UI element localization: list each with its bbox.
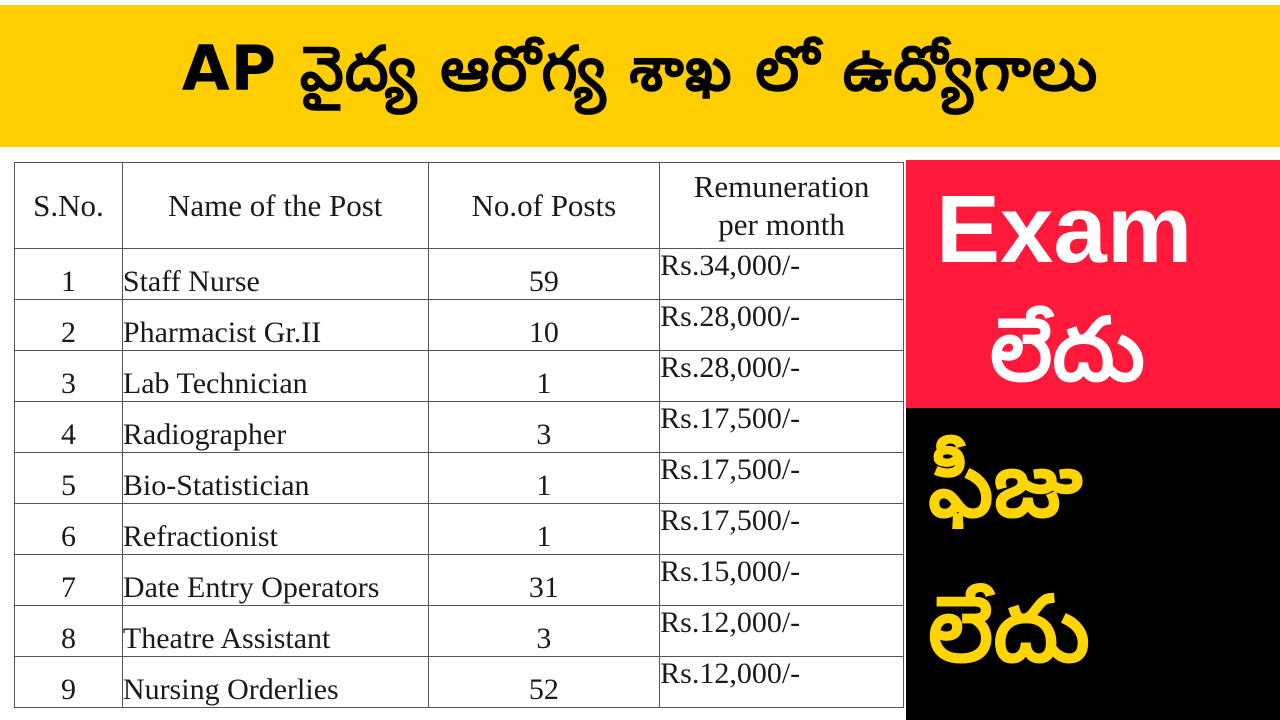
cell-remuneration: Rs.28,000/- — [659, 299, 904, 351]
cell-remuneration: Rs.15,000/- — [659, 554, 904, 606]
header-no-of-posts: No.of Posts — [427, 162, 661, 249]
cell-sno: 9 — [14, 656, 123, 708]
cell-post-name: Staff Nurse — [121, 248, 429, 300]
banner-title: AP వైద్య ఆరోగ్య శాఖ లో ఉద్యోగాలు — [181, 32, 1099, 105]
exam-panel — [906, 160, 1280, 408]
cell-no-of-posts: 1 — [427, 350, 661, 402]
cell-post-name: Radiographer — [121, 401, 429, 453]
header-remuneration-line2: per month — [718, 206, 845, 242]
cell-no-of-posts: 1 — [427, 452, 661, 504]
table-row: 8 Theatre Assistant 3 Rs.12,000/- — [14, 605, 904, 657]
cell-post-name: Pharmacist Gr.II — [121, 299, 429, 351]
cell-post-name: Refractionist — [121, 503, 429, 555]
cell-post-name: Theatre Assistant — [121, 605, 429, 657]
cell-sno: 7 — [14, 554, 123, 606]
cell-remuneration: Rs.17,500/- — [659, 503, 904, 555]
header-remuneration: Remuneration per month — [659, 162, 904, 249]
title-banner-bar: AP వైద్య ఆరోగ్య శాఖ లో ఉద్యోగాలు — [0, 5, 1280, 147]
cell-remuneration: Rs.12,000/- — [659, 605, 904, 657]
exam-label: Exam — [936, 176, 1193, 283]
table-row: 7 Date Entry Operators 31 Rs.15,000/- — [14, 554, 904, 606]
cell-no-of-posts: 52 — [427, 656, 661, 708]
cell-remuneration: Rs.34,000/- — [659, 248, 904, 300]
header-post-name: Name of the Post — [121, 162, 429, 249]
cell-sno: 2 — [14, 299, 123, 351]
cell-sno: 8 — [14, 605, 123, 657]
table-row: 9 Nursing Orderlies 52 Rs.12,000/- — [14, 656, 904, 708]
fee-panel — [906, 408, 1280, 720]
cell-no-of-posts: 31 — [427, 554, 661, 606]
cell-post-name: Lab Technician — [121, 350, 429, 402]
table-row: 3 Lab Technician 1 Rs.28,000/- — [14, 350, 904, 402]
table-header-row: S.No. Name of the Post No.of Posts Remun… — [14, 162, 904, 249]
cell-remuneration: Rs.12,000/- — [659, 656, 904, 708]
cell-no-of-posts: 3 — [427, 401, 661, 453]
cell-no-of-posts: 1 — [427, 503, 661, 555]
cell-sno: 1 — [14, 248, 123, 300]
cell-sno: 6 — [14, 503, 123, 555]
cell-sno: 5 — [14, 452, 123, 504]
header-remuneration-line1: Remuneration — [693, 168, 870, 204]
posts-table: S.No. Name of the Post No.of Posts Remun… — [14, 162, 904, 708]
cell-no-of-posts: 59 — [427, 248, 661, 300]
cell-post-name: Nursing Orderlies — [121, 656, 429, 708]
header-sno: S.No. — [14, 162, 123, 249]
table-row: 2 Pharmacist Gr.II 10 Rs.28,000/- — [14, 299, 904, 351]
cell-no-of-posts: 3 — [427, 605, 661, 657]
table-row: 5 Bio-Statistician 1 Rs.17,500/- — [14, 452, 904, 504]
table-row: 6 Refractionist 1 Rs.17,500/- — [14, 503, 904, 555]
table-row: 1 Staff Nurse 59 Rs.34,000/- — [14, 248, 904, 300]
fee-status: లేదు — [928, 576, 1091, 683]
cell-sno: 3 — [14, 350, 123, 402]
table-row: 4 Radiographer 3 Rs.17,500/- — [14, 401, 904, 453]
cell-remuneration: Rs.28,000/- — [659, 350, 904, 402]
posts-table-container: S.No. Name of the Post No.of Posts Remun… — [14, 162, 904, 708]
exam-status: లేదు — [990, 298, 1145, 401]
cell-remuneration: Rs.17,500/- — [659, 452, 904, 504]
cell-no-of-posts: 10 — [427, 299, 661, 351]
cell-sno: 4 — [14, 401, 123, 453]
cell-remuneration: Rs.17,500/- — [659, 401, 904, 453]
title-banner: AP వైద్య ఆరోగ్య శాఖ లో ఉద్యోగాలు — [0, 0, 1280, 150]
fee-label: ఫీజు — [928, 431, 1083, 538]
cell-post-name: Date Entry Operators — [121, 554, 429, 606]
cell-post-name: Bio-Statistician — [121, 452, 429, 504]
